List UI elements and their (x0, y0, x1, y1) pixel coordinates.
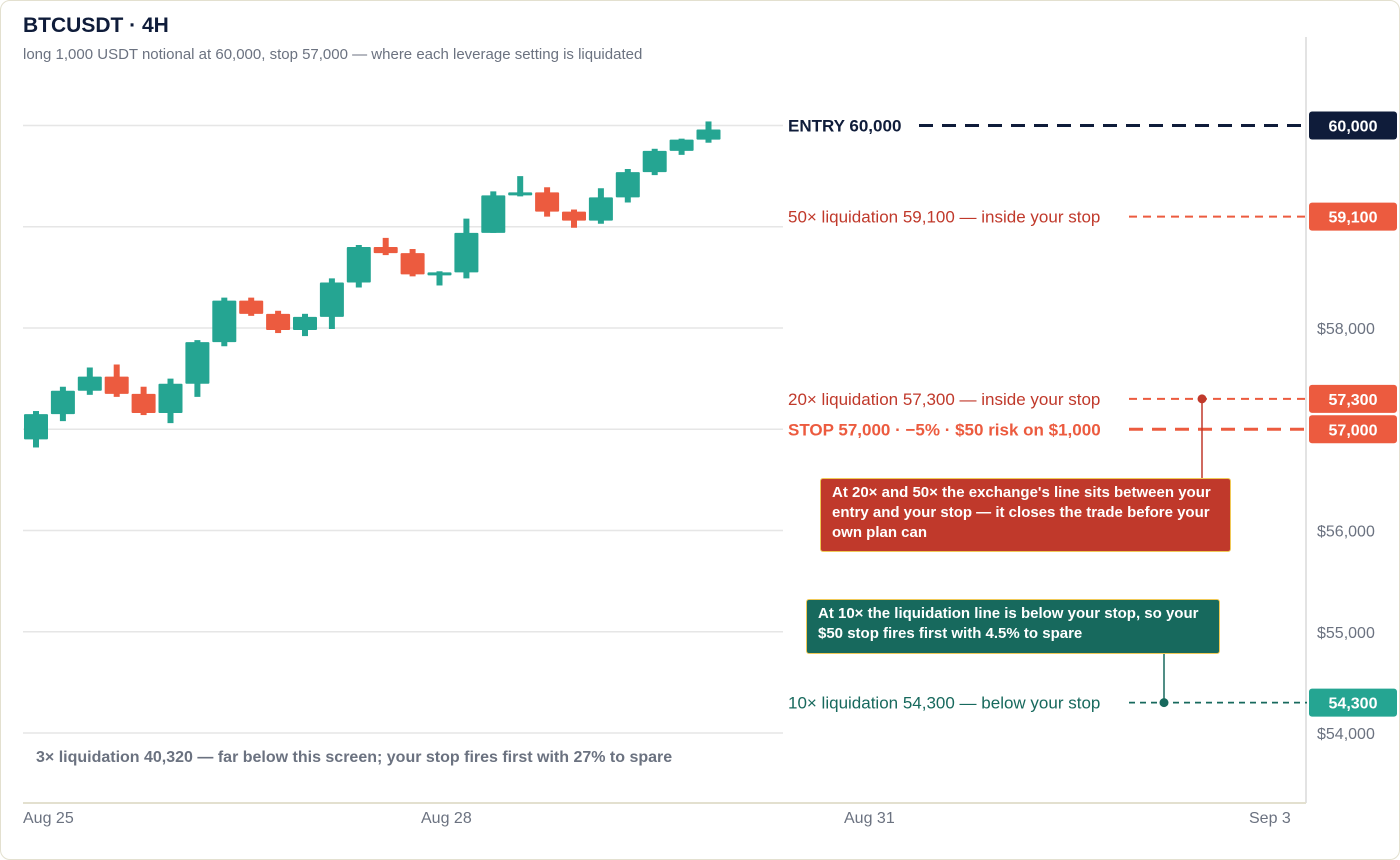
candle-up (481, 191, 506, 233)
level-label: STOP 57,000 · −5% · $50 risk on $1,000 (788, 420, 1101, 439)
level-stop: STOP 57,000 · −5% · $50 risk on $1,000 57… (788, 415, 1397, 444)
y-tick-label: $58,000 (1317, 321, 1375, 338)
level-badge (1309, 202, 1397, 231)
candle-body (588, 197, 613, 221)
y-tick-label: $55,000 (1317, 625, 1375, 642)
level-badge (1309, 111, 1397, 140)
candle-down (373, 237, 398, 256)
candle-body (481, 195, 506, 233)
candle-up (346, 244, 371, 288)
level-badge-text: 60,000 (1329, 119, 1378, 136)
candle-down (239, 297, 264, 316)
candle-body (104, 376, 129, 394)
offscreen-3x-note: 3× liquidation 40,320 — far below this s… (36, 749, 673, 766)
candle-up (319, 278, 344, 330)
candle-body (185, 342, 210, 384)
candle-up (50, 386, 75, 422)
candle-up (427, 271, 452, 286)
level-badge (1309, 415, 1397, 444)
level-badge-text: 57,000 (1329, 422, 1378, 439)
level-entry: ENTRY 60,000 60,000 (788, 111, 1397, 140)
candle-up (454, 218, 479, 279)
candle-up (508, 176, 533, 197)
candle-up (669, 138, 694, 155)
level-badge (1309, 688, 1397, 717)
low-leverage-callout: At 10× the liquidation line is below you… (806, 599, 1220, 654)
candle-body (373, 247, 398, 254)
candle-body (508, 192, 533, 196)
grid-lines (23, 124, 783, 734)
candle-down (266, 310, 291, 334)
candle-body (346, 247, 371, 283)
x-tick-label: Aug 25 (23, 810, 74, 827)
level-label: 50× liquidation 59,100 — inside your sto… (788, 208, 1100, 227)
candle-body (535, 192, 560, 212)
candle-up (615, 169, 640, 203)
candle-up (185, 340, 210, 397)
candle-body (293, 316, 317, 331)
candle-up (588, 188, 613, 224)
high-leverage-callout: At 20× and 50× the exchange's line sits … (820, 478, 1231, 552)
candle-body (77, 376, 102, 391)
level-label: 20× liquidation 57,300 — inside your sto… (788, 390, 1100, 409)
level-badge-text: 59,100 (1329, 210, 1378, 227)
candle-down (535, 187, 560, 217)
price-levels: ENTRY 60,000 60,000 50× liquidation 59,100… (788, 111, 1397, 717)
candle-up (293, 313, 317, 337)
connector-high-dot (1197, 394, 1207, 404)
candle-body (615, 172, 640, 198)
level-label: ENTRY 60,000 (788, 117, 901, 136)
candle-body (696, 129, 721, 140)
candle-body (131, 393, 156, 414)
level-badge-text: 57,300 (1329, 392, 1378, 409)
candle-down (131, 386, 156, 416)
candle-body (454, 232, 479, 273)
candle-body (562, 211, 586, 221)
level-badge (1309, 384, 1397, 413)
candle-body (50, 390, 75, 415)
candle-up (77, 367, 102, 395)
candle-up (158, 378, 183, 424)
chart-subtitle: long 1,000 USDT notional at 60,000, stop… (23, 46, 643, 63)
axes: $54,000 $55,000 $56,000 $58,000 Aug 25 Aug 28… (23, 37, 1375, 827)
candle-body (212, 300, 237, 343)
connector-low-dot (1159, 698, 1169, 708)
candle-down (562, 209, 586, 228)
level-liq-20x: 20× liquidation 57,300 — inside your sto… (788, 384, 1397, 413)
callout-connectors (1159, 394, 1207, 708)
candle-body (24, 414, 48, 440)
x-tick-label: Aug 28 (421, 810, 472, 827)
candles (24, 121, 721, 448)
candle-body (642, 150, 667, 173)
y-tick-label: $54,000 (1317, 726, 1375, 743)
level-label: 10× liquidation 54,300 — below your stop (788, 694, 1100, 713)
candle-body (669, 139, 694, 151)
candle-down (104, 364, 129, 397)
x-tick-label: Aug 31 (844, 810, 895, 827)
candle-up (212, 297, 237, 347)
candle-up (24, 411, 48, 448)
y-tick-label: $56,000 (1317, 524, 1375, 541)
candle-body (158, 383, 183, 414)
candle-body (427, 272, 452, 276)
candle-up (642, 148, 667, 176)
candle-up (696, 121, 721, 143)
level-liq-50x: 50× liquidation 59,100 — inside your sto… (788, 202, 1397, 231)
level-liq-10x: 10× liquidation 54,300 — below your stop… (788, 688, 1397, 717)
candle-body (400, 253, 425, 275)
candle-body (239, 300, 264, 314)
x-tick-label: Sep 3 (1249, 810, 1291, 827)
candle-body (319, 282, 344, 317)
candle-body (266, 313, 291, 331)
level-badge-text: 54,300 (1329, 696, 1378, 713)
chart-title: BTCUSDT · 4H (23, 14, 169, 37)
candle-down (400, 249, 425, 277)
